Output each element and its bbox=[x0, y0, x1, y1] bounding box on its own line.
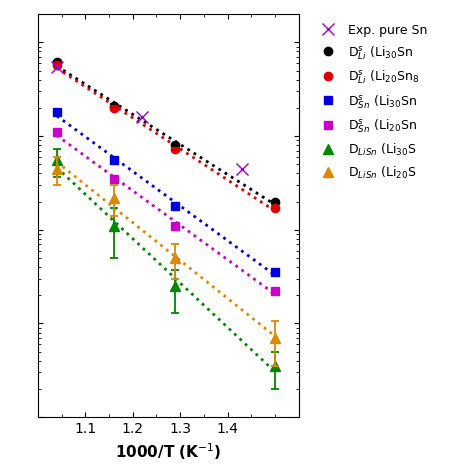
D$^{s}_{Li}$ (Li$_{30}$Sn bbox=[54, 59, 60, 65]
D$^{s}_{Sn}$ (Li$_{30}$Sn bbox=[272, 270, 278, 275]
Exp. pure Sn bbox=[139, 114, 145, 120]
D$^{s}_{Sn}$ (Li$_{20}$Sn bbox=[111, 176, 117, 182]
D$_{LiSn}$ (Li$_{20}$S bbox=[272, 335, 278, 341]
D$_{LiSn}$ (Li$_{30}$S bbox=[173, 283, 178, 289]
D$^{s}_{Sn}$ (Li$_{20}$Sn bbox=[173, 223, 178, 229]
Line: D$^{s}_{Li}$ (Li$_{30}$Sn: D$^{s}_{Li}$ (Li$_{30}$Sn bbox=[53, 58, 279, 206]
Legend: Exp. pure Sn, D$^{s}_{Li}$ (Li$_{30}$Sn, D$^{s}_{Li}$ (Li$_{20}$Sn$_8$, D$^{s}_{: Exp. pure Sn, D$^{s}_{Li}$ (Li$_{30}$Sn,… bbox=[310, 20, 431, 185]
D$^{s}_{Li}$ (Li$_{20}$Sn$_8$ bbox=[272, 205, 278, 211]
D$^{s}_{Sn}$ (Li$_{30}$Sn bbox=[54, 109, 60, 115]
D$_{LiSn}$ (Li$_{20}$S bbox=[54, 166, 60, 172]
Exp. pure Sn bbox=[54, 64, 60, 70]
Line: D$^{s}_{Sn}$ (Li$_{30}$Sn: D$^{s}_{Sn}$ (Li$_{30}$Sn bbox=[53, 108, 279, 277]
D$_{LiSn}$ (Li$_{30}$S bbox=[111, 223, 117, 229]
D$^{s}_{Li}$ (Li$_{20}$Sn$_8$ bbox=[173, 146, 178, 152]
X-axis label: 1000/T (K$^{-1}$): 1000/T (K$^{-1}$) bbox=[115, 442, 221, 462]
D$_{LiSn}$ (Li$_{20}$S bbox=[111, 195, 117, 201]
D$^{s}_{Sn}$ (Li$_{20}$Sn bbox=[54, 129, 60, 135]
Line: D$^{s}_{Sn}$ (Li$_{20}$Sn: D$^{s}_{Sn}$ (Li$_{20}$Sn bbox=[53, 128, 279, 295]
D$^{s}_{Sn}$ (Li$_{30}$Sn bbox=[173, 203, 178, 209]
Line: D$^{s}_{Li}$ (Li$_{20}$Sn$_8$: D$^{s}_{Li}$ (Li$_{20}$Sn$_8$ bbox=[53, 60, 279, 212]
D$^{s}_{Li}$ (Li$_{30}$Sn bbox=[272, 199, 278, 204]
D$^{s}_{Li}$ (Li$_{30}$Sn bbox=[111, 103, 117, 109]
Line: D$_{LiSn}$ (Li$_{20}$S: D$_{LiSn}$ (Li$_{20}$S bbox=[52, 164, 280, 343]
D$^{s}_{Sn}$ (Li$_{20}$Sn bbox=[272, 289, 278, 294]
D$^{s}_{Sn}$ (Li$_{30}$Sn bbox=[111, 157, 117, 163]
D$^{s}_{Li}$ (Li$_{30}$Sn bbox=[173, 142, 178, 148]
Line: Exp. pure Sn: Exp. pure Sn bbox=[51, 61, 248, 175]
D$_{LiSn}$ (Li$_{30}$S bbox=[272, 363, 278, 369]
D$_{LiSn}$ (Li$_{20}$S bbox=[173, 255, 178, 261]
Line: D$_{LiSn}$ (Li$_{30}$S: D$_{LiSn}$ (Li$_{30}$S bbox=[52, 155, 280, 371]
D$_{LiSn}$ (Li$_{30}$S bbox=[54, 157, 60, 163]
Exp. pure Sn bbox=[239, 166, 245, 172]
D$^{s}_{Li}$ (Li$_{20}$Sn$_8$ bbox=[54, 62, 60, 67]
D$^{s}_{Li}$ (Li$_{20}$Sn$_8$ bbox=[111, 105, 117, 111]
